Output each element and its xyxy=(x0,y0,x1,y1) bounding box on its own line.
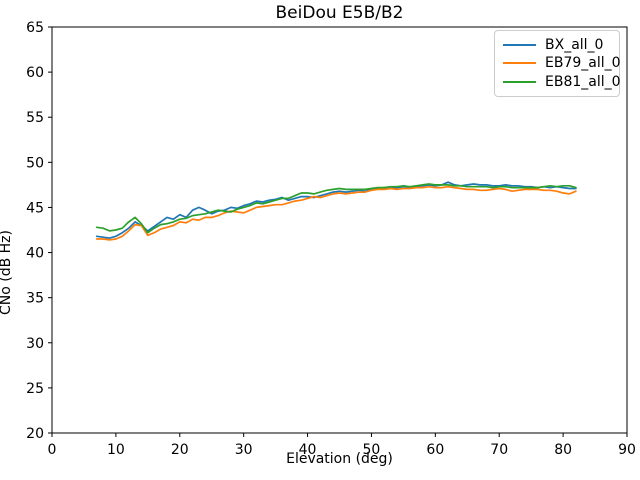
y-tick-label: 45 xyxy=(26,200,44,216)
legend-entry: BX_all_0 xyxy=(503,36,613,54)
x-tick-label: 80 xyxy=(554,442,572,458)
y-tick-label: 55 xyxy=(26,110,44,126)
y-tick-label: 50 xyxy=(26,155,44,171)
legend-entry: EB79_all_0 xyxy=(503,54,621,72)
x-axis-label: Elevation (deg) xyxy=(286,451,393,467)
axes-spines xyxy=(51,26,628,434)
y-tick-label: 60 xyxy=(26,65,44,81)
legend-swatch-0 xyxy=(503,44,536,47)
x-tick-label: 50 xyxy=(363,442,381,458)
legend-entry: EB81_all_0 xyxy=(503,73,621,91)
legend-label: BX_all_0 xyxy=(545,37,604,54)
series-line-EB81_all_0 xyxy=(95,183,577,234)
y-tick-label: 25 xyxy=(26,381,44,397)
y-tick-label: 30 xyxy=(26,336,44,352)
legend-label: EB79_all_0 xyxy=(545,55,621,72)
x-tick-label: 60 xyxy=(426,442,444,458)
x-tick-label: 90 xyxy=(618,442,636,458)
legend-swatch-2 xyxy=(503,80,536,83)
x-tick-label: 30 xyxy=(235,442,253,458)
x-tick-label: 20 xyxy=(171,442,189,458)
y-tick-label: 65 xyxy=(26,20,44,36)
series-line-EB79_all_0 xyxy=(95,185,577,241)
legend: BX_all_0 EB79_all_0 EB81_all_0 xyxy=(494,30,621,97)
x-tick-label: 0 xyxy=(48,442,57,458)
y-tick-label: 40 xyxy=(26,246,44,262)
x-tick-label: 40 xyxy=(299,442,317,458)
x-tick-label: 70 xyxy=(490,442,508,458)
y-tick-label: 35 xyxy=(26,291,44,307)
legend-label: EB81_all_0 xyxy=(545,73,621,90)
legend-swatch-1 xyxy=(503,62,536,65)
series-line-BX_all_0 xyxy=(95,181,577,239)
x-tick-label: 10 xyxy=(107,442,125,458)
y-tick-label: 20 xyxy=(26,426,44,442)
chart-title: BeiDou E5B/B2 xyxy=(275,3,404,23)
